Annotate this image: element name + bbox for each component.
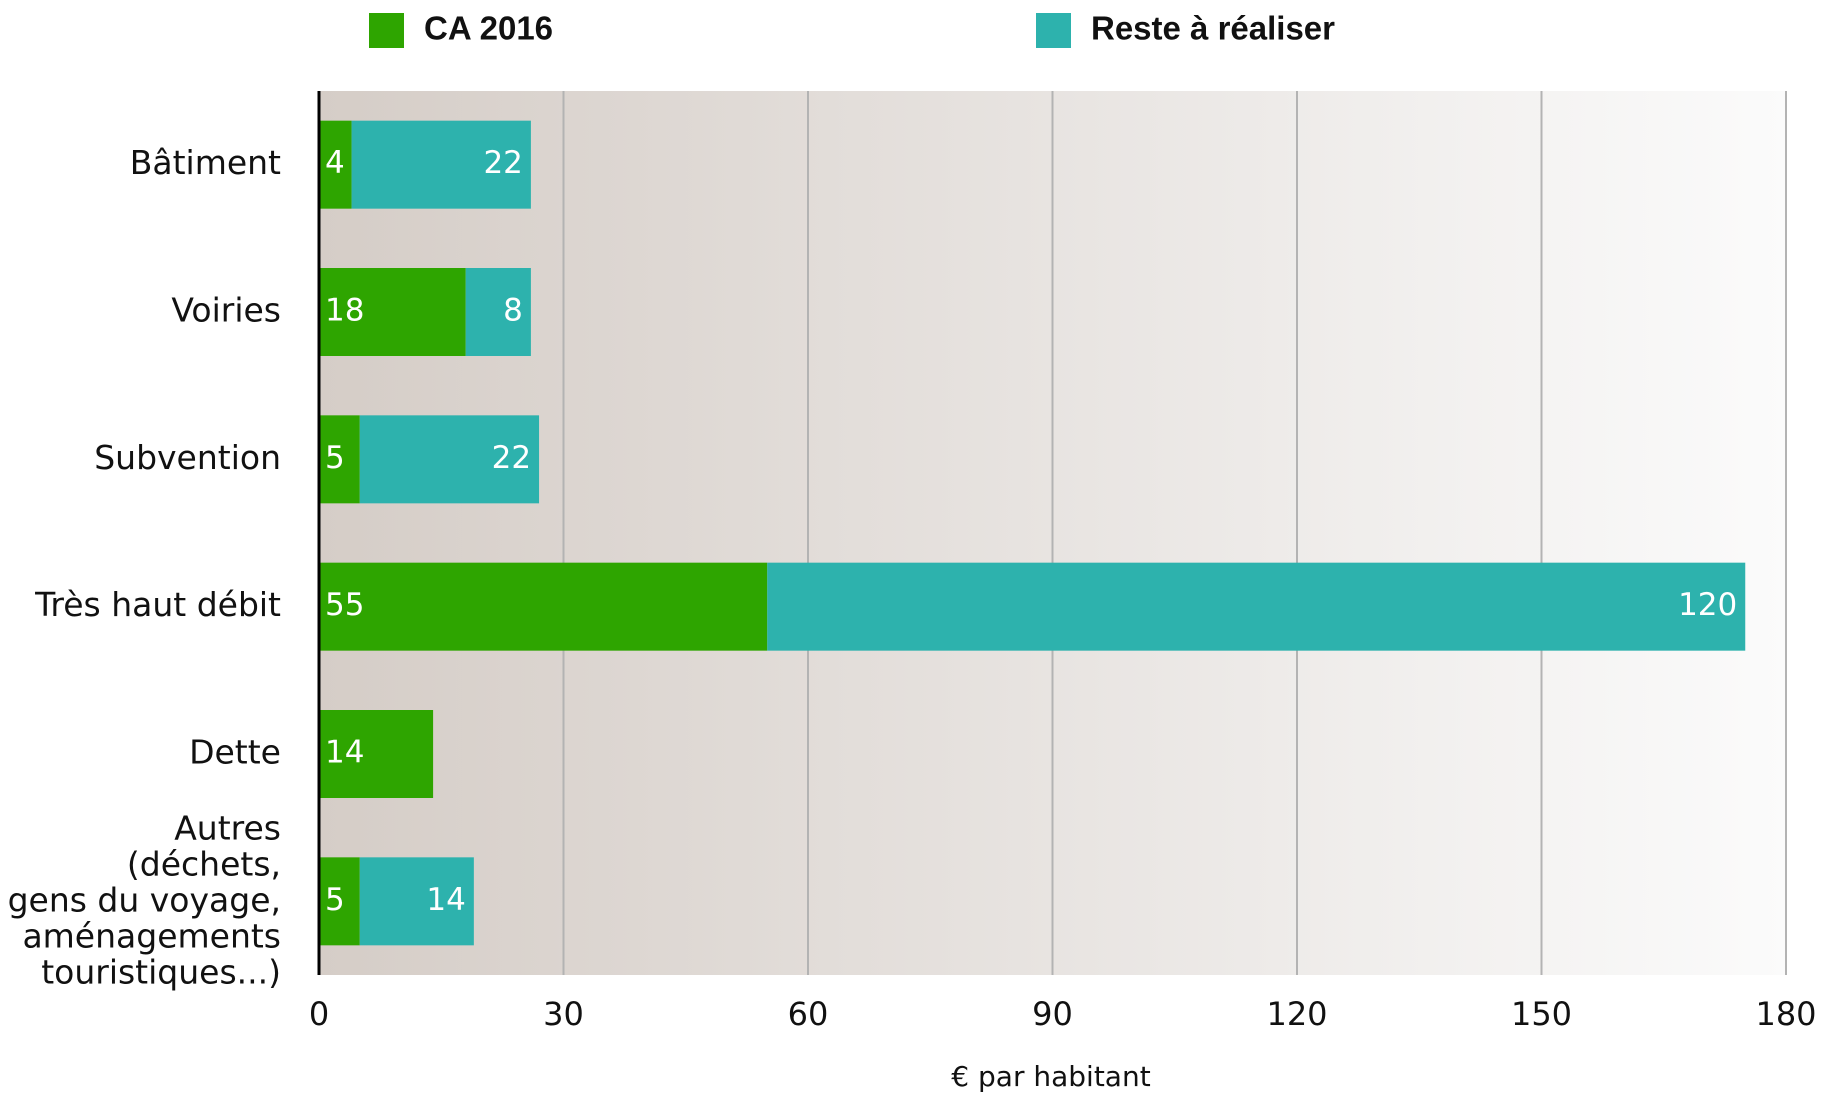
bar-segment <box>319 268 466 356</box>
bar-segment <box>465 268 531 356</box>
x-tick-label: 150 <box>1511 995 1572 1033</box>
y-tick-label: Voiries <box>171 291 281 330</box>
x-tick-label: 180 <box>1755 995 1816 1033</box>
bar-segment <box>319 857 360 946</box>
value-label: 22 <box>483 145 522 181</box>
value-label: 5 <box>325 440 345 476</box>
y-tick-label: Très haut débit <box>34 585 281 624</box>
value-label: 22 <box>492 440 531 476</box>
bar-segment <box>319 710 434 798</box>
value-label: 8 <box>503 293 523 329</box>
value-label: 5 <box>325 882 345 918</box>
x-tick-label: 60 <box>788 995 829 1033</box>
legend-swatch <box>1036 13 1071 48</box>
y-tick-label: Subvention <box>94 438 281 477</box>
bar-segment <box>319 120 352 209</box>
bar-segment <box>359 857 474 946</box>
bar-segment <box>359 415 540 504</box>
bar-segment <box>767 562 1746 651</box>
bar-segment <box>319 415 360 504</box>
y-tick-label: Bâtiment <box>130 143 281 182</box>
bar-segment <box>319 562 768 651</box>
x-axis-label: € par habitant <box>951 1060 1150 1093</box>
value-label: 14 <box>325 735 364 771</box>
y-tick-label: Dette <box>189 733 281 772</box>
legend-swatch <box>369 13 404 48</box>
x-tick-label: 90 <box>1032 995 1073 1033</box>
value-label: 120 <box>1678 587 1737 623</box>
legend-label: CA 2016 <box>424 10 553 47</box>
x-tick-label: 30 <box>543 995 584 1033</box>
value-label: 55 <box>325 587 364 623</box>
legend-label: Reste à réaliser <box>1091 10 1335 47</box>
value-label: 14 <box>426 882 465 918</box>
bar-segment <box>351 120 531 209</box>
y-tick-label: Autres (déchets, gens du voyage, aménagemen… <box>8 808 281 991</box>
value-label: 4 <box>325 145 345 181</box>
x-tick-label: 0 <box>309 995 329 1033</box>
value-label: 18 <box>325 293 364 329</box>
x-tick-label: 120 <box>1266 995 1327 1033</box>
